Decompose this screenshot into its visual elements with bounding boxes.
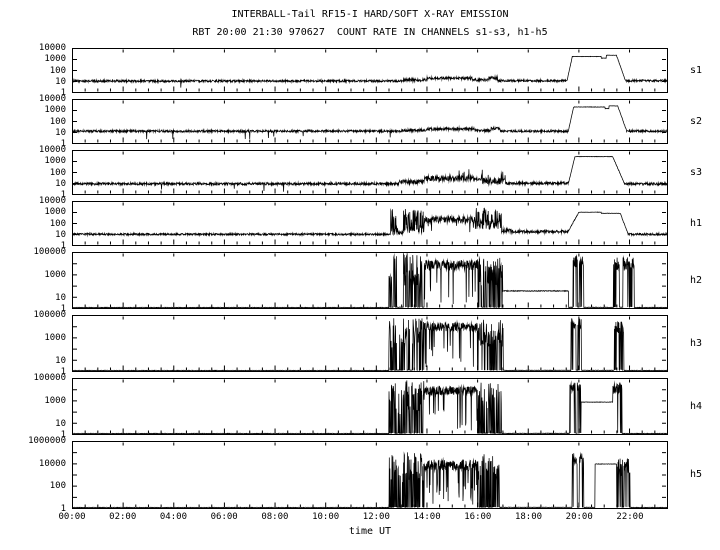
- x-axis-label: time UT: [348, 526, 392, 537]
- ytick-label-h4-1: 1: [60, 430, 66, 440]
- xtick-label-08:00: 08:00: [261, 512, 289, 522]
- panel-h1-canvas: [72, 201, 668, 246]
- ytick-label-h1-10000: 10000: [38, 196, 66, 206]
- ytick-label-h3-1: 1: [60, 367, 66, 377]
- channel-label-h1: h1: [690, 217, 703, 229]
- channel-label-h5: h5: [690, 469, 703, 480]
- ytick-label-h3-1000: 1000: [44, 332, 66, 343]
- panel-h5-canvas: [72, 441, 668, 509]
- panel-s1-canvas: [72, 48, 668, 93]
- ytick-label-h3-100000: 100000: [33, 310, 66, 320]
- ytick-label-s3-10000: 10000: [38, 145, 66, 155]
- ytick-label-s3-10: 10: [55, 178, 66, 189]
- ytick-label-s1-10000: 10000: [38, 43, 66, 53]
- ytick-label-s3-1000: 1000: [44, 156, 66, 167]
- ytick-label-h1-1000: 1000: [44, 207, 66, 218]
- channel-label-s2: s2: [690, 115, 703, 127]
- ytick-label-h3-10: 10: [55, 355, 66, 366]
- ytick-label-h4-1000: 1000: [44, 395, 66, 406]
- xtick-label-06:00: 06:00: [210, 512, 238, 522]
- ytick-label-s2-10000: 10000: [38, 94, 66, 104]
- ytick-label-h2-10: 10: [55, 292, 66, 303]
- ytick-label-s1-1: 1: [60, 88, 66, 98]
- xtick-label-16:00: 16:00: [464, 512, 492, 522]
- panel-s3-canvas: [72, 150, 668, 195]
- panel-h2-canvas: [72, 252, 668, 309]
- xtick-label-14:00: 14:00: [413, 512, 441, 522]
- channel-label-h3: h3: [690, 337, 703, 349]
- xtick-label-20:00: 20:00: [565, 512, 593, 522]
- channel-label-s3: s3: [690, 166, 703, 178]
- panel-h3-canvas: [72, 315, 668, 372]
- ytick-label-h1-1: 1: [60, 241, 66, 251]
- ytick-label-s2-1000: 1000: [44, 105, 66, 116]
- ytick-label-h1-100: 100: [49, 218, 66, 229]
- ytick-label-s1-100: 100: [49, 65, 66, 76]
- xtick-label-12:00: 12:00: [362, 512, 390, 522]
- ytick-label-s3-100: 100: [49, 167, 66, 178]
- channel-label-h2: h2: [690, 274, 703, 286]
- ytick-label-h5-10000: 10000: [38, 458, 66, 469]
- ytick-label-s2-1: 1: [60, 139, 66, 149]
- xtick-label-10:00: 10:00: [312, 512, 340, 522]
- xtick-label-02:00: 02:00: [109, 512, 137, 522]
- channel-label-s1: s1: [690, 64, 703, 76]
- ytick-label-h5-1000000: 1000000: [28, 436, 66, 446]
- ytick-label-s1-1000: 1000: [44, 54, 66, 65]
- ytick-label-h5-1: 1: [60, 504, 66, 514]
- xtick-label-22:00: 22:00: [616, 512, 644, 522]
- ytick-label-s3-1: 1: [60, 190, 66, 200]
- ytick-label-h2-100000: 100000: [33, 247, 66, 257]
- ytick-label-h4-100000: 100000: [33, 373, 66, 383]
- ytick-label-s1-10: 10: [55, 76, 66, 87]
- ytick-label-s2-100: 100: [49, 116, 66, 127]
- panel-h4-canvas: [72, 378, 668, 435]
- ytick-label-h5-100: 100: [49, 481, 66, 492]
- ytick-label-s2-10: 10: [55, 127, 66, 138]
- xtick-label-00:00: 00:00: [58, 512, 86, 522]
- ytick-label-h4-10: 10: [55, 418, 66, 429]
- plot-title: INTERBALL-Tail RF15-I HARD/SOFT X-RAY EM…: [231, 9, 509, 20]
- panel-s2-canvas: [72, 99, 668, 144]
- ytick-label-h2-1000: 1000: [44, 269, 66, 280]
- ytick-label-h1-10: 10: [55, 229, 66, 240]
- xtick-label-04:00: 04:00: [159, 512, 187, 522]
- channel-label-h4: h4: [690, 400, 703, 412]
- plot-subtitle: RBT 20:00 21:30 970627 COUNT RATE IN CHA…: [192, 27, 548, 38]
- xtick-label-18:00: 18:00: [514, 512, 543, 522]
- ytick-label-h2-1: 1: [60, 304, 66, 314]
